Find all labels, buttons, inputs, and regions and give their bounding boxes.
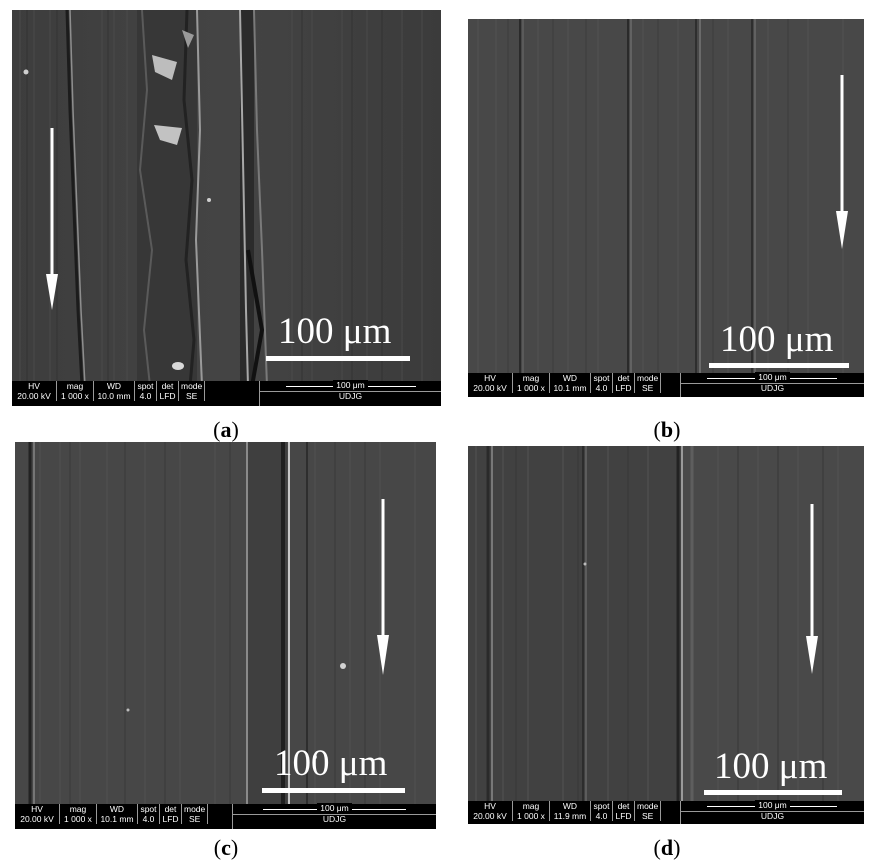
- databar-header-det: det: [612, 373, 635, 383]
- databar-header-det: det: [612, 801, 635, 811]
- scale-label: 100 μm: [274, 743, 388, 784]
- databar-value-hv: 20.00 kV: [468, 383, 513, 393]
- databar-value-wd: 10.1 mm: [549, 383, 591, 393]
- scale-bar: [262, 788, 405, 793]
- micrograph-b-texture: [468, 19, 864, 397]
- databar-header-mag: mag: [512, 373, 550, 383]
- databar-header-mode: mode: [634, 373, 662, 383]
- scale-label: 100 μm: [278, 311, 392, 352]
- databar-scale: 100 μm: [755, 372, 790, 382]
- micrograph-a: 100 μm HV mag WD spot det mode 20.00 kV …: [12, 10, 441, 406]
- micrograph-a-texture: [12, 10, 441, 406]
- micrograph-b: 100 μm HV mag WD spot det mode 20.00 kV …: [468, 19, 864, 397]
- caption-a: (a): [213, 417, 239, 442]
- databar-header-wd: WD: [96, 804, 138, 814]
- databar-value-hv: 20.00 kV: [12, 391, 57, 401]
- sem-databar: HV mag WD spot det mode 20.00 kV 1 000 x…: [12, 380, 441, 406]
- databar-value-mode: SE: [181, 814, 209, 824]
- databar-value-mode: SE: [634, 383, 662, 393]
- databar-label: UDJG: [681, 383, 864, 394]
- scale-bar: [709, 363, 849, 368]
- databar-value-spot: 4.0: [137, 814, 160, 824]
- databar-value-hv: 20.00 kV: [15, 814, 60, 824]
- databar-label: UDJG: [260, 391, 441, 402]
- sem-databar: HV mag WD spot det mode 20.00 kV 1 000 x…: [468, 372, 864, 397]
- scale-label: 100 μm: [720, 319, 834, 360]
- databar-value-spot: 4.0: [134, 391, 157, 401]
- micrograph-d-texture: [468, 446, 864, 824]
- databar-header-mag: mag: [512, 801, 550, 811]
- databar-header-mag: mag: [56, 381, 94, 391]
- sem-databar: HV mag WD spot det mode 20.00 kV 1 000 x…: [468, 800, 864, 824]
- databar-value-det: LFD: [156, 391, 179, 401]
- databar-header-mag: mag: [59, 804, 97, 814]
- databar-header-wd: WD: [549, 373, 591, 383]
- micrograph-d: 100 μm HV mag WD spot det mode 20.00 kV …: [468, 446, 864, 824]
- databar-value-mag: 1 000 x: [56, 391, 94, 401]
- databar-scale: 100 μm: [333, 380, 368, 390]
- direction-arrow: [806, 504, 818, 674]
- databar-label: UDJG: [681, 811, 864, 822]
- databar-header-hv: HV: [12, 381, 57, 391]
- databar-value-mag: 1 000 x: [512, 811, 550, 821]
- databar-header-det: det: [156, 381, 179, 391]
- databar-value-mode: SE: [178, 391, 206, 401]
- databar-header-hv: HV: [468, 801, 513, 811]
- databar-value-mag: 1 000 x: [512, 383, 550, 393]
- databar-header-mode: mode: [634, 801, 662, 811]
- databar-value-mag: 1 000 x: [59, 814, 97, 824]
- direction-arrow: [836, 75, 848, 249]
- micrograph-c: 100 μm HV mag WD spot det mode 20.00 kV …: [15, 442, 436, 829]
- databar-value-wd: 11.9 mm: [549, 811, 591, 821]
- caption-b: (b): [653, 417, 681, 442]
- databar-header-wd: WD: [93, 381, 135, 391]
- databar-value-det: LFD: [612, 383, 635, 393]
- databar-scale: 100 μm: [755, 800, 790, 810]
- databar-label: UDJG: [233, 814, 436, 825]
- direction-arrow: [377, 499, 389, 675]
- caption-c: (c): [213, 835, 239, 860]
- databar-value-mode: SE: [634, 811, 662, 821]
- databar-header-det: det: [159, 804, 182, 814]
- databar-header-spot: spot: [134, 381, 157, 391]
- databar-header-spot: spot: [137, 804, 160, 814]
- databar-scale: 100 μm: [317, 803, 352, 813]
- databar-value-wd: 10.1 mm: [96, 814, 138, 824]
- databar-value-det: LFD: [159, 814, 182, 824]
- scale-bar: [266, 356, 410, 361]
- databar-header-spot: spot: [590, 801, 613, 811]
- databar-header-wd: WD: [549, 801, 591, 811]
- scale-bar: [704, 790, 842, 795]
- databar-header-mode: mode: [178, 381, 206, 391]
- databar-header-hv: HV: [15, 804, 60, 814]
- direction-arrow: [46, 128, 58, 310]
- databar-header-mode: mode: [181, 804, 209, 814]
- databar-value-wd: 10.0 mm: [93, 391, 135, 401]
- caption-d: (d): [653, 835, 681, 860]
- databar-value-det: LFD: [612, 811, 635, 821]
- sem-databar: HV mag WD spot det mode 20.00 kV 1 000 x…: [15, 803, 436, 829]
- databar-value-hv: 20.00 kV: [468, 811, 513, 821]
- micrograph-c-texture: [15, 442, 436, 829]
- scale-label: 100 μm: [714, 746, 828, 787]
- databar-value-spot: 4.0: [590, 383, 613, 393]
- databar-header-spot: spot: [590, 373, 613, 383]
- databar-value-spot: 4.0: [590, 811, 613, 821]
- databar-header-hv: HV: [468, 373, 513, 383]
